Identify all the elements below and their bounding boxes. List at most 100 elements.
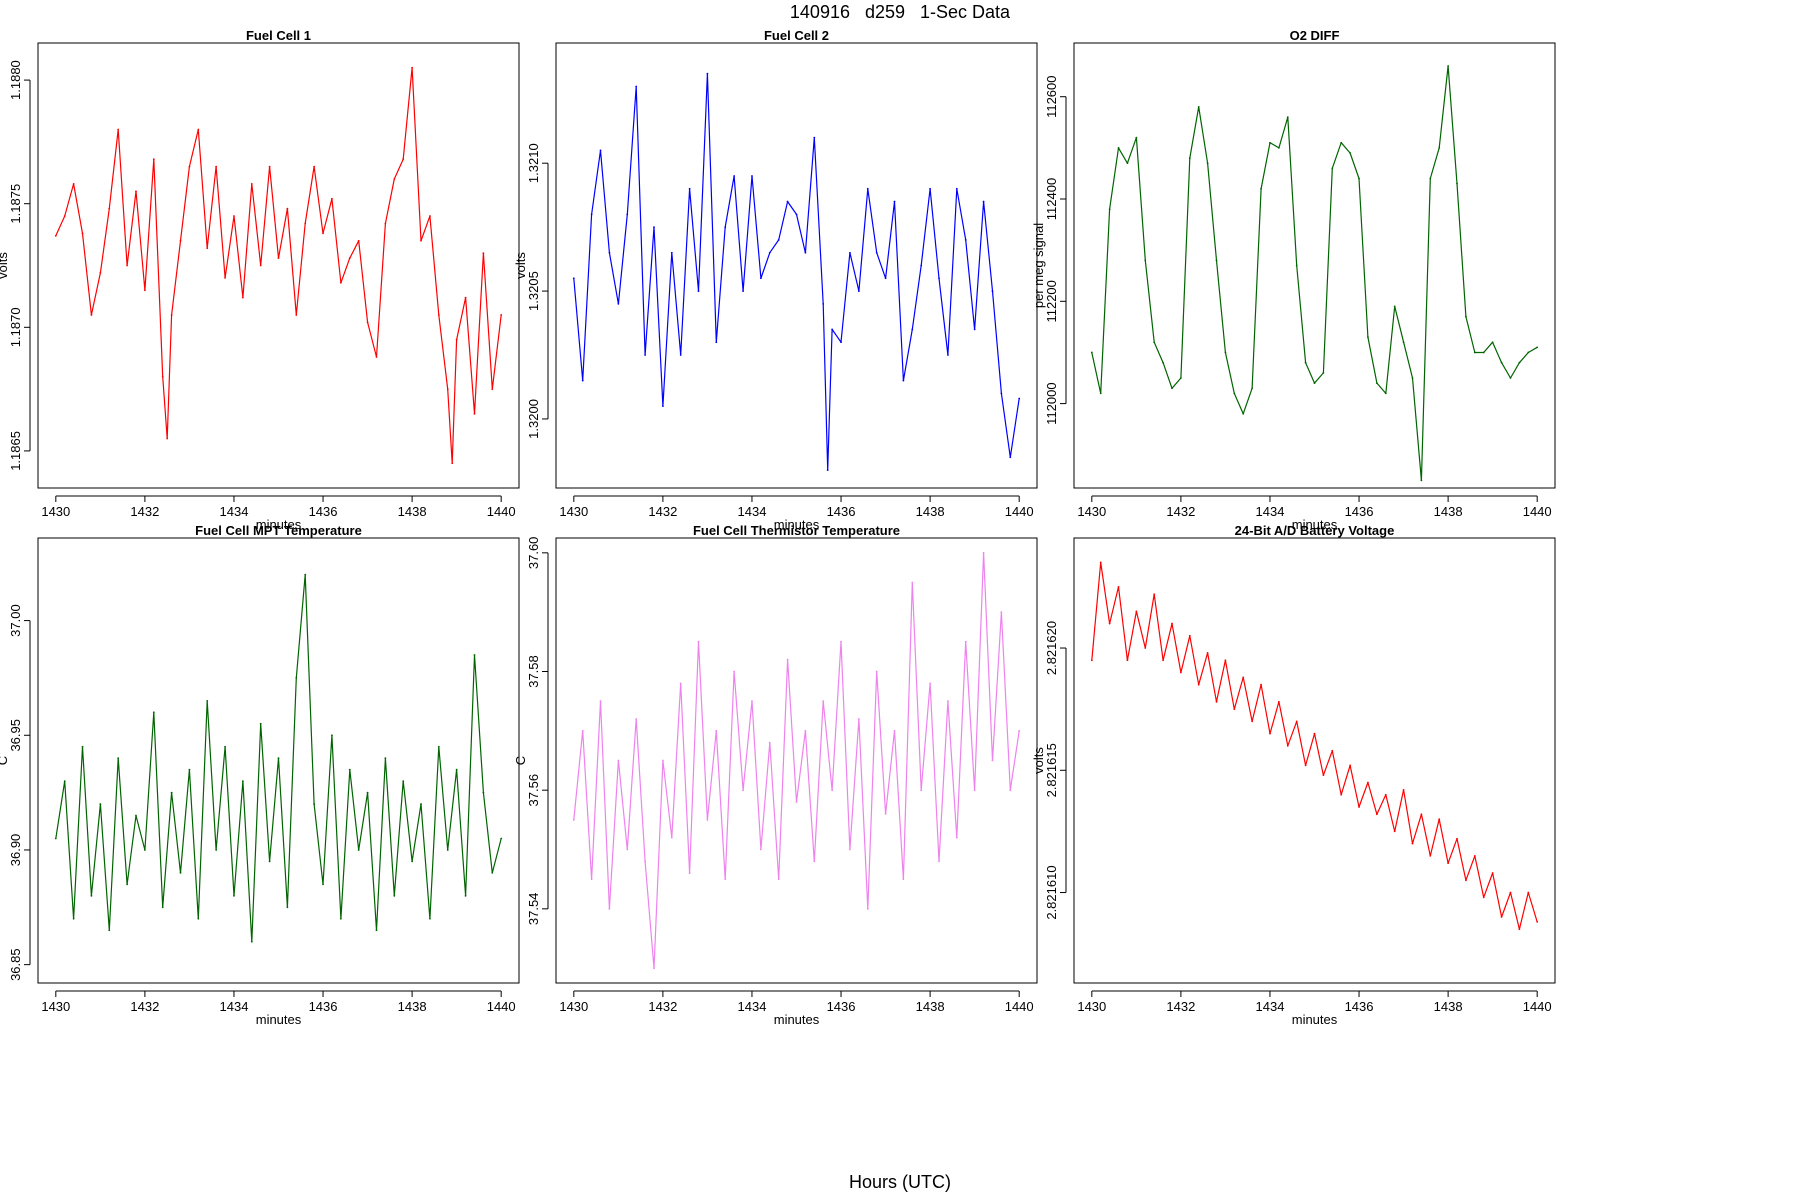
data-point [268,860,271,863]
data-point [1233,392,1236,395]
data-point [991,759,994,762]
data-point [644,860,646,863]
data-point [197,128,200,131]
data-point [473,412,476,415]
data-point [1126,659,1129,662]
data-point [826,469,829,471]
data-point [1456,182,1458,185]
data-point [393,894,396,897]
data-point [268,165,271,168]
data-point [1349,152,1352,154]
data-point [188,768,191,771]
data-point [384,757,387,760]
x-tick-label: 1440 [487,999,516,1014]
data-point [277,257,280,259]
data-point [393,178,396,180]
data-point [822,700,825,703]
x-tick-label: 1432 [130,999,159,1014]
data-point [491,871,494,874]
data-point [1277,700,1280,703]
data-point [259,722,262,725]
data-point [1135,136,1138,139]
data-point [215,849,218,851]
data-point [339,281,342,284]
data-point [1393,830,1396,833]
data-point [375,929,378,932]
data-point [1126,162,1129,165]
data-point [661,405,664,408]
plot-frame [1073,42,1556,489]
data-point [1367,781,1369,784]
data-point [1536,346,1539,349]
data-point [938,277,940,280]
data-point [920,789,923,792]
data-point [1179,671,1182,674]
data-point [455,338,458,341]
data-point [1438,818,1441,821]
data-point [99,272,102,274]
data-point [81,232,84,235]
data-point [143,289,146,292]
data-point [188,165,191,168]
data-point [715,729,718,732]
data-point [1242,676,1245,679]
data-point [1491,341,1494,344]
data-point [1340,141,1343,144]
data-point [1536,920,1539,923]
data-point [1322,372,1325,374]
data-point [108,929,111,932]
data-point [331,734,333,737]
data-point [179,239,182,242]
data-point [126,883,128,886]
data-point [313,803,316,805]
y-tick-label: 36.85 [8,948,23,981]
data-point [1527,351,1530,354]
data-point [626,848,629,851]
x-axis-label: minutes [774,517,820,532]
data-point [313,165,316,168]
y-tick-label: 1.1870 [8,307,23,347]
data-point [679,354,682,356]
data-point [482,252,485,255]
data-point [429,215,431,217]
data-point [1286,744,1289,747]
data-point [590,213,593,216]
y-tick-label: 37.56 [526,774,541,807]
data-point [1144,259,1147,262]
data-point [724,878,727,881]
data-point [804,729,807,732]
data-point [206,247,209,250]
data-point [768,741,771,744]
data-point [402,780,405,783]
data-point [197,917,200,920]
data-point [1465,879,1467,882]
data-point [241,296,244,299]
y-tick-label: 1.3200 [526,399,541,439]
x-tick-label: 1434 [1256,999,1285,1014]
series-line [573,73,1020,471]
x-tick-label: 1436 [309,999,338,1014]
data-point [72,183,75,185]
data-point [1108,208,1111,211]
y-tick-label: 1.3205 [526,271,541,311]
data-point [411,860,414,863]
data-point [437,314,440,316]
data-point [857,290,860,292]
data-point [1153,341,1156,344]
data-point [706,72,709,75]
x-tick-label: 1438 [398,504,427,519]
y-tick-label: 2.821610 [1044,865,1059,919]
data-point [920,264,923,267]
data-point [224,276,226,279]
data-point [482,791,485,794]
data-point [929,187,932,190]
data-point [451,462,454,465]
data-point [331,197,333,200]
data-point [1500,916,1503,918]
panel-title: O2 DIFF [1290,28,1340,43]
x-tick-label: 1432 [130,504,159,519]
data-point [1509,891,1512,894]
data-point [161,906,164,909]
data-point [1269,141,1271,144]
